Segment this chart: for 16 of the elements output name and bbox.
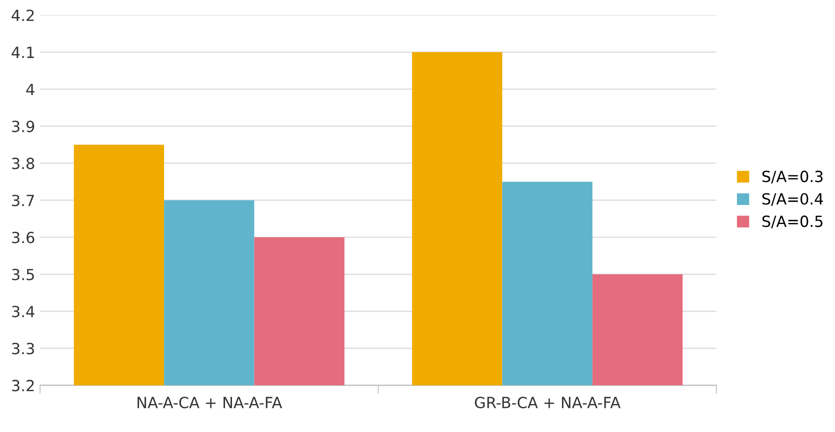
legend-label: S/A=0.3: [762, 170, 823, 184]
legend-label: S/A=0.4: [762, 193, 823, 206]
y-tick-label: 3.6: [12, 232, 34, 244]
y-tick-label: 3.5: [12, 268, 34, 280]
y-tick-label: 3.9: [12, 120, 34, 132]
x-tick-label: NA-A-CA + NA-A-FA: [138, 396, 282, 408]
y-tick-label: 4.2: [12, 10, 34, 21]
y-tick-label: 3.3: [12, 342, 34, 354]
legend-label: S/A=0.5: [762, 216, 822, 228]
x-tick-label: GR-B-CA + NA-A-FA: [474, 396, 621, 408]
y-tick-label: 4.1: [12, 46, 34, 58]
y-tick-label: 3.4: [12, 306, 34, 318]
y-tick-label: 3.8: [12, 158, 34, 170]
y-tick-label: 4: [26, 84, 34, 95]
y-tick-label: 3.7: [12, 194, 34, 206]
y-tick-label: 3.2: [12, 380, 34, 392]
